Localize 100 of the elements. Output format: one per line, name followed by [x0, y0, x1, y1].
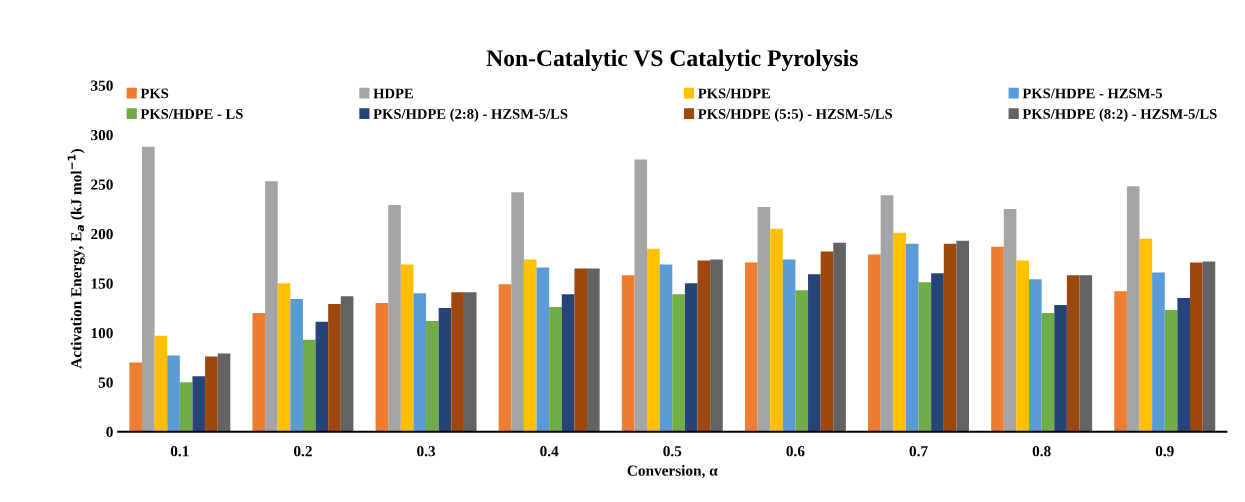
bar [943, 243, 957, 432]
bar [770, 228, 783, 432]
bar [634, 159, 648, 432]
bar [672, 294, 685, 432]
bar [893, 232, 906, 432]
bar [931, 273, 944, 432]
y-tick-label: 250 [91, 179, 113, 190]
bar [549, 307, 562, 432]
y-tick-label: 50 [98, 377, 113, 388]
x-tick-label: 0.5 [663, 446, 682, 457]
bar [388, 205, 401, 432]
y-tick-label: 350 [91, 80, 113, 91]
legend-label: PKS/HDPE (2:8) - HZSM-5/LS [373, 108, 568, 122]
x-tick-label: 0.8 [1032, 446, 1051, 457]
bar [647, 248, 660, 432]
bar [523, 259, 537, 432]
bar [400, 264, 414, 432]
bar [744, 262, 758, 432]
bar [192, 376, 206, 432]
bar [1029, 279, 1042, 432]
y-axis-title: Activation Energy, E$_{a}$ (kJ mol$^{−1}$) [67, 149, 85, 369]
bar [868, 254, 881, 432]
bar [154, 335, 168, 432]
bar [141, 146, 155, 432]
bar [1041, 312, 1055, 432]
bar [302, 339, 316, 432]
y-tick-label: 200 [91, 228, 113, 240]
bar [1003, 209, 1017, 432]
bar [1114, 291, 1127, 432]
bar [880, 195, 894, 432]
legend-label: PKS/HDPE [698, 88, 770, 99]
bar [290, 299, 303, 432]
bar [205, 356, 218, 432]
x-tick-label: 0.1 [170, 446, 189, 457]
bar [587, 268, 600, 432]
bar [1139, 238, 1153, 432]
bar [277, 283, 291, 432]
bar [375, 303, 389, 432]
bar [710, 259, 723, 432]
bar [413, 293, 427, 432]
legend-label: PKS/HDPE (8:2) - HZSM-5/LS [1022, 108, 1217, 122]
bar [536, 267, 550, 432]
legend-label: HDPE [373, 88, 413, 99]
bar [820, 251, 834, 432]
x-tick-label: 0.6 [786, 446, 805, 457]
bar [426, 320, 439, 432]
chart-title: Non-Catalytic VS Catalytic Pyrolysis [486, 49, 858, 71]
bar [1066, 275, 1080, 432]
bar [1016, 260, 1030, 432]
bar [511, 192, 524, 432]
bar [808, 274, 821, 432]
bar [833, 242, 846, 432]
bar [795, 290, 809, 432]
x-axis-title: Conversion, α [627, 465, 718, 478]
bar [697, 260, 711, 432]
y-tick-label: 150 [91, 278, 113, 289]
bar [1202, 261, 1216, 432]
bar [217, 353, 231, 432]
bar [684, 283, 698, 432]
bar [167, 355, 180, 432]
bar [315, 321, 329, 432]
bar [179, 382, 193, 432]
y-tick-label: 0 [106, 426, 113, 438]
x-tick-label: 0.2 [293, 446, 312, 457]
bar [1177, 298, 1191, 432]
bar [918, 282, 932, 432]
bar [782, 259, 796, 432]
bar [991, 246, 1004, 432]
bar [252, 312, 266, 432]
x-tick-label: 0.4 [540, 446, 559, 457]
bar [438, 308, 452, 432]
x-tick-label: 0.3 [417, 446, 436, 457]
bar [1152, 272, 1165, 432]
bar [265, 181, 278, 432]
bar [757, 207, 771, 432]
bar [1190, 262, 1203, 432]
legend-label: PKS/HDPE (5:5) - HZSM-5/LS [698, 108, 893, 122]
bar [905, 243, 919, 432]
bar [1054, 305, 1067, 432]
y-tick-label: 300 [91, 129, 113, 141]
bar [1126, 186, 1140, 432]
bar [574, 268, 588, 432]
legend-label: PKS/HDPE - LS [140, 109, 243, 119]
bar [659, 264, 673, 432]
bar [328, 304, 341, 432]
bar [451, 292, 464, 432]
y-tick-label: 100 [91, 327, 113, 339]
x-tick-label: 0.9 [1155, 446, 1174, 457]
legend-label: PKS/HDPE - HZSM-5 [1022, 88, 1163, 99]
bar [561, 294, 575, 432]
bar [340, 296, 354, 432]
legend-label: PKS [140, 88, 169, 99]
bar [498, 284, 512, 432]
x-tick-label: 0.7 [909, 446, 928, 457]
bar [621, 275, 635, 432]
bar [463, 292, 477, 432]
bar [1079, 275, 1093, 432]
bar [129, 362, 142, 432]
bar [956, 240, 970, 432]
bar [1164, 309, 1178, 432]
